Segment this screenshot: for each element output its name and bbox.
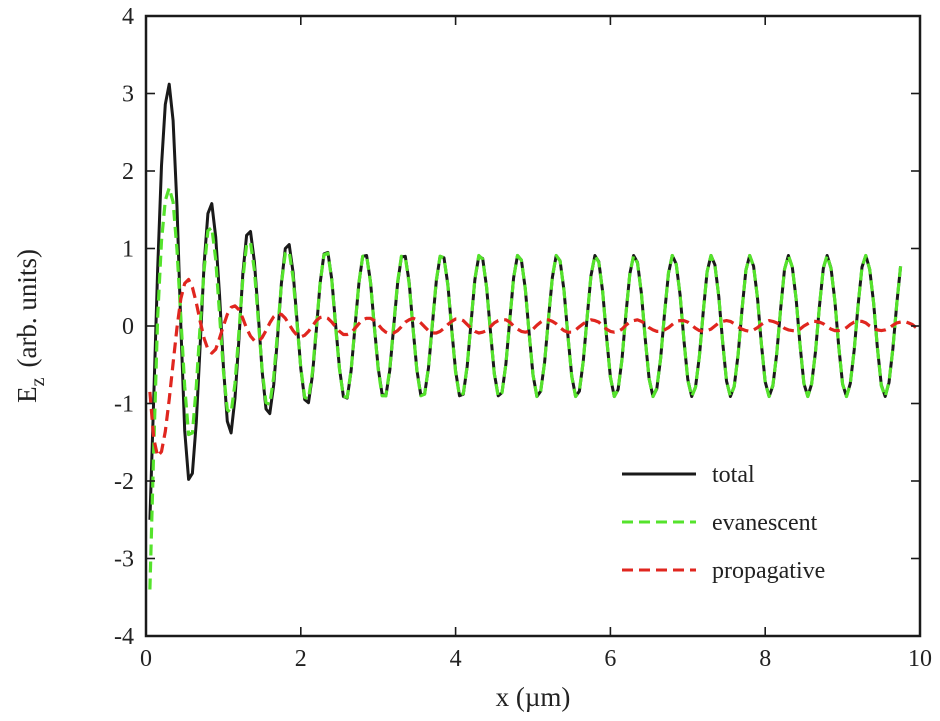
- y-axis-label-units: (arb. units): [12, 249, 42, 367]
- y-axis-label: Ez (arb. units): [12, 249, 49, 403]
- series-line-propagative: [148, 277, 920, 458]
- legend-label-evanescent: evanescent: [712, 510, 818, 536]
- y-tick-label: 2: [122, 159, 134, 185]
- x-tick-label: 6: [604, 646, 616, 672]
- series-line-evanescent: [148, 186, 903, 590]
- axis-ticks: 0 2 4 6 8 10 -4 -3 -2 -1 0 1 2 3 4: [114, 4, 932, 672]
- y-tick-label: -1: [114, 392, 134, 418]
- x-tick-label: 4: [450, 646, 462, 672]
- y-axis-label-subscript: z: [27, 377, 49, 386]
- y-tick-label: -2: [114, 469, 134, 495]
- y-axis-label-main: E: [12, 386, 42, 403]
- x-tick-label: 2: [295, 646, 307, 672]
- legend-label-total: total: [712, 462, 755, 488]
- x-tick-label: 0: [140, 646, 152, 672]
- x-tick-label: 10: [908, 646, 932, 672]
- x-axis-label: x (µm): [496, 682, 571, 712]
- y-tick-label: 3: [122, 82, 134, 108]
- y-tick-label: 1: [122, 237, 134, 263]
- legend-label-propagative: propagative: [712, 558, 825, 584]
- y-tick-label: 4: [122, 4, 134, 30]
- series-lines: [148, 82, 920, 590]
- legend: total evanescent propagative: [622, 462, 825, 584]
- x-tick-label: 8: [759, 646, 771, 672]
- y-tick-label: 0: [122, 314, 134, 340]
- y-tick-label: -3: [114, 547, 134, 573]
- y-tick-label: -4: [114, 624, 134, 650]
